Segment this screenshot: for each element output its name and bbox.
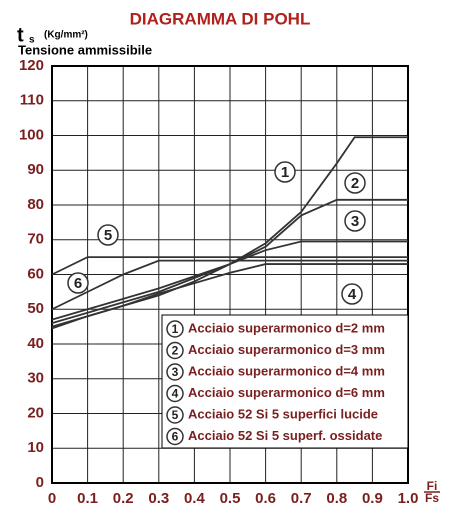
- x-tick-label: 0.6: [255, 490, 276, 507]
- x-label-num: Fi: [427, 479, 438, 493]
- y-tick-label: 60: [27, 265, 44, 282]
- y-tick-label: 70: [27, 231, 44, 248]
- y-tick-label: 80: [27, 196, 44, 213]
- y-tick-label: 50: [27, 300, 44, 317]
- series-line: [51, 259, 408, 311]
- chart-title: DIAGRAMMA DI POHL: [130, 9, 311, 28]
- legend-label: Acciaio superarmonico d=6 mm: [188, 385, 385, 400]
- y-tick-label: 120: [19, 57, 44, 74]
- legend-label: Acciaio superarmonico d=2 mm: [188, 320, 385, 335]
- series-label: 6: [172, 430, 179, 444]
- series-label: 1: [172, 322, 179, 336]
- legend-label: Acciaio 52 Si 5 superf. ossidate: [188, 428, 382, 443]
- series-label: 2: [172, 344, 179, 358]
- y-tick-label: 40: [27, 335, 44, 352]
- x-tick-label: 0.2: [113, 490, 134, 507]
- label-circle: [166, 341, 184, 360]
- label-circle: [166, 406, 184, 424]
- legend-label: Acciaio superarmonico d=4 mm: [188, 363, 385, 378]
- y-tick-label: 10: [27, 439, 44, 456]
- x-tick-label: 0.3: [148, 490, 169, 507]
- series-label: 5: [104, 227, 112, 244]
- y-tick-label: 30: [27, 370, 44, 387]
- x-tick-label: 0: [48, 490, 56, 507]
- series-line: [51, 198, 408, 325]
- series-line: [51, 256, 408, 276]
- series-label: 3: [172, 365, 179, 379]
- x-tick-label: 0.7: [291, 490, 312, 507]
- legend-label: Acciaio superarmonico d=3 mm: [188, 342, 385, 357]
- x-tick-label: 0.5: [220, 490, 241, 507]
- series-label: 5: [172, 408, 179, 422]
- series-label: 1: [281, 164, 289, 181]
- y-symbol-sub: s: [29, 35, 35, 46]
- x-tick-label: 0.8: [326, 490, 347, 507]
- y-unit: (Kg/mm²): [44, 30, 88, 41]
- x-tick-label: 0.4: [184, 490, 206, 507]
- legend-label: Acciaio 52 Si 5 superfici lucide: [188, 406, 378, 421]
- y-tick-label: 110: [20, 92, 44, 109]
- legend: 1 Acciaio superarmonico d=2 mm 2 Acciaio su…: [161, 314, 409, 449]
- series-label: 3: [351, 213, 359, 230]
- series-label: 4: [348, 286, 357, 303]
- series-label: 2: [351, 175, 359, 192]
- y-axis-label: Tensione ammissibile: [18, 42, 152, 57]
- series-label: 4: [172, 387, 179, 401]
- label-circle: [341, 283, 363, 305]
- y-tick-label: 100: [19, 126, 44, 143]
- x-tick-label: 0.9: [362, 490, 383, 507]
- y-tick-label: 90: [27, 161, 44, 178]
- y-symbol: t: [17, 24, 24, 46]
- label-circle: [166, 320, 184, 338]
- series-label: 6: [74, 275, 82, 292]
- label-circle: [166, 363, 184, 381]
- label-circle: [166, 384, 184, 403]
- label-circle: [344, 172, 366, 194]
- label-circle: [274, 161, 296, 183]
- x-tick-label: 1.0: [398, 490, 419, 507]
- label-circle: [67, 272, 89, 294]
- series-line: [51, 263, 408, 330]
- legend-box: [161, 314, 409, 449]
- y-tick-label: 20: [27, 404, 44, 421]
- label-circle: [166, 427, 184, 446]
- x-tick-label: 0.1: [77, 490, 98, 507]
- label-circle: [97, 224, 119, 246]
- y-tick-label: 0: [36, 474, 44, 491]
- x-label-den: Fs: [425, 491, 439, 505]
- label-circle: [344, 210, 366, 232]
